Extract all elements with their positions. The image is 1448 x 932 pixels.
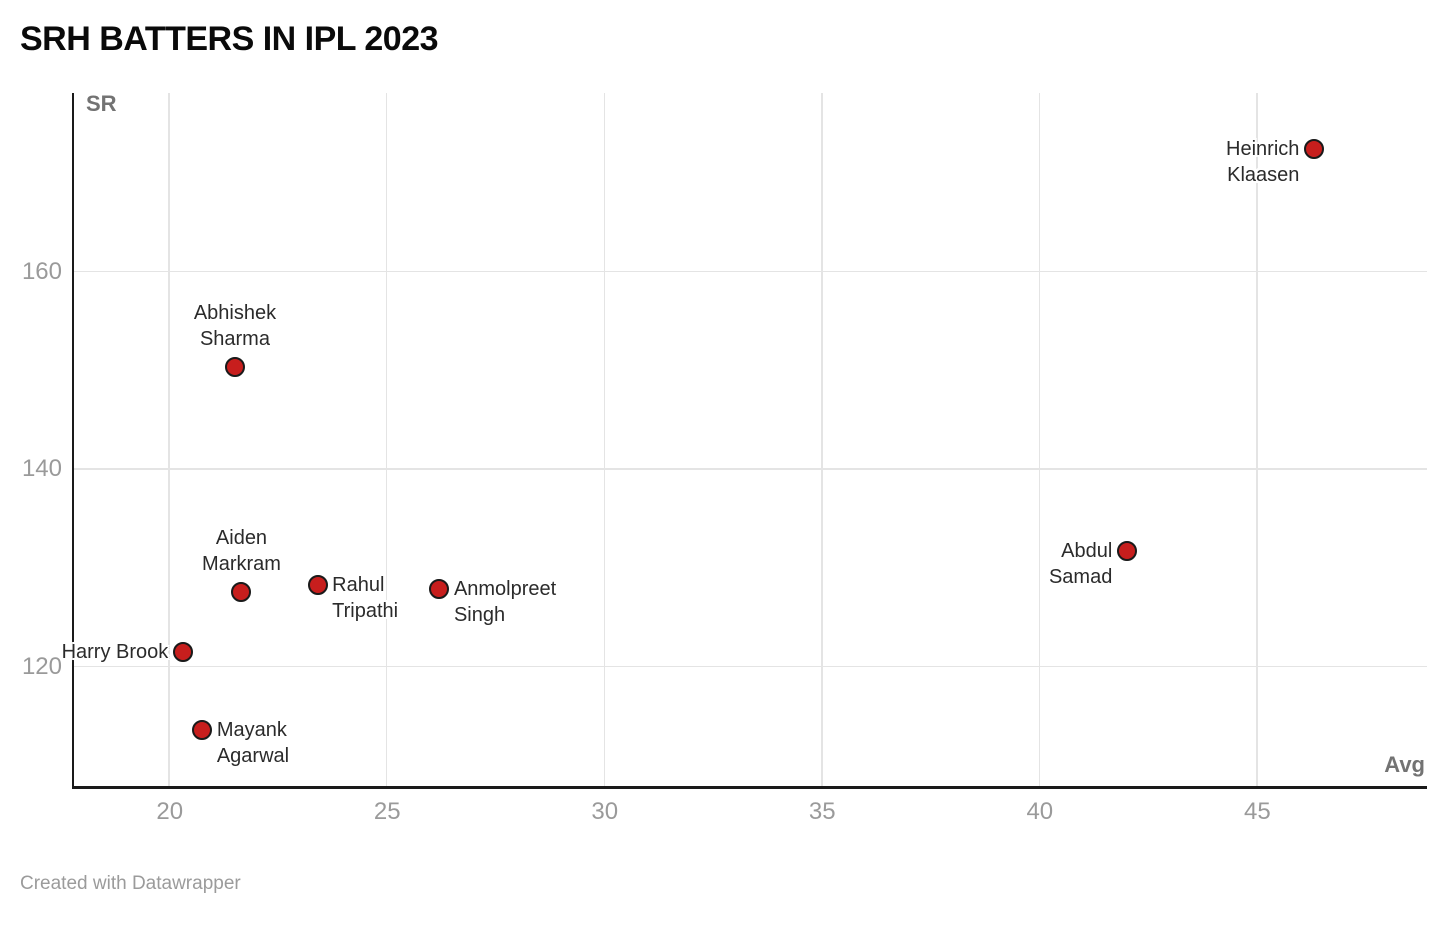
data-point-abhishek-sharma bbox=[224, 357, 245, 378]
gridline-x-35 bbox=[821, 93, 823, 786]
gridline-x-20 bbox=[168, 93, 170, 786]
y-tick-label-120: 120 bbox=[21, 652, 62, 680]
chart-title: SRH BATTERS IN IPL 2023 bbox=[20, 20, 439, 58]
y-tick-label-160: 160 bbox=[21, 257, 62, 285]
point-label-line-abdul-samad-1: Samad bbox=[1048, 566, 1113, 589]
gridline-y-140 bbox=[73, 468, 1427, 470]
data-point-heinrich-klaasen bbox=[1303, 139, 1324, 160]
data-point-rahul-tripathi bbox=[307, 574, 328, 595]
data-point-abdul-samad bbox=[1116, 541, 1137, 562]
point-label-heinrich-klaasen: Heinrich Klaasen bbox=[1226, 136, 1299, 188]
point-label-abhishek-sharma: Abhishek Sharma bbox=[85, 300, 385, 352]
x-axis-title: Avg bbox=[1384, 752, 1425, 777]
point-label-harry-brook: Harry Brook bbox=[62, 639, 169, 665]
x-tick-label-45: 45 bbox=[1243, 798, 1271, 825]
point-label-line-rahul-tripathi-1: Tripathi bbox=[332, 599, 399, 622]
gridline-y-120 bbox=[73, 665, 1427, 668]
data-point-mayank-agarwal bbox=[192, 719, 213, 740]
point-label-line-rahul-tripathi-0: Rahul bbox=[332, 573, 385, 596]
point-label-line-anmolpreet-singh-0: Anmolpreet bbox=[453, 577, 557, 600]
point-label-line-mayank-agarwal-0: Mayank bbox=[216, 718, 287, 741]
plot-area bbox=[71, 93, 1427, 789]
point-label-line-harry-brook-0: Harry Brook bbox=[61, 640, 169, 663]
gridline-x-45 bbox=[1256, 93, 1258, 786]
data-point-anmolpreet-singh bbox=[429, 578, 450, 599]
data-point-harry-brook bbox=[172, 641, 193, 662]
point-label-line-anmolpreet-singh-1: Singh bbox=[453, 603, 506, 626]
point-label-aiden-markram: Aiden Markram bbox=[91, 525, 391, 577]
point-label-mayank-agarwal: Mayank Agarwal bbox=[217, 717, 289, 769]
point-label-line-abhishek-sharma-0: Abhishek bbox=[193, 302, 277, 325]
x-tick-label-30: 30 bbox=[591, 798, 619, 825]
x-tick-label-35: 35 bbox=[808, 798, 836, 825]
data-point-aiden-markram bbox=[231, 581, 252, 602]
point-label-abdul-samad: Abdul Samad bbox=[1049, 538, 1112, 590]
gridline-x-40 bbox=[1038, 93, 1041, 786]
point-label-line-heinrich-klaasen-1: Klaasen bbox=[1227, 164, 1300, 187]
gridline-x-30 bbox=[603, 93, 605, 786]
x-tick-label-25: 25 bbox=[373, 798, 401, 825]
point-label-line-abhishek-sharma-1: Sharma bbox=[199, 328, 270, 351]
point-label-line-mayank-agarwal-1: Agarwal bbox=[216, 744, 290, 767]
x-tick-label-20: 20 bbox=[156, 798, 184, 825]
gridline-x-25 bbox=[385, 93, 388, 786]
point-label-line-abdul-samad-0: Abdul bbox=[1061, 540, 1113, 563]
gridline-y-160 bbox=[73, 270, 1427, 273]
point-label-line-aiden-markram-0: Aiden bbox=[215, 526, 268, 549]
point-label-line-heinrich-klaasen-0: Heinrich bbox=[1226, 138, 1300, 161]
point-label-anmolpreet-singh: Anmolpreet Singh bbox=[454, 576, 556, 628]
attribution-footer: Created with Datawrapper bbox=[20, 873, 241, 894]
x-tick-label-40: 40 bbox=[1026, 798, 1054, 825]
y-tick-label-140: 140 bbox=[21, 455, 62, 483]
point-label-line-aiden-markram-1: Markram bbox=[202, 552, 281, 575]
point-label-rahul-tripathi: Rahul Tripathi bbox=[332, 572, 398, 624]
y-axis-title: SR bbox=[86, 91, 117, 116]
